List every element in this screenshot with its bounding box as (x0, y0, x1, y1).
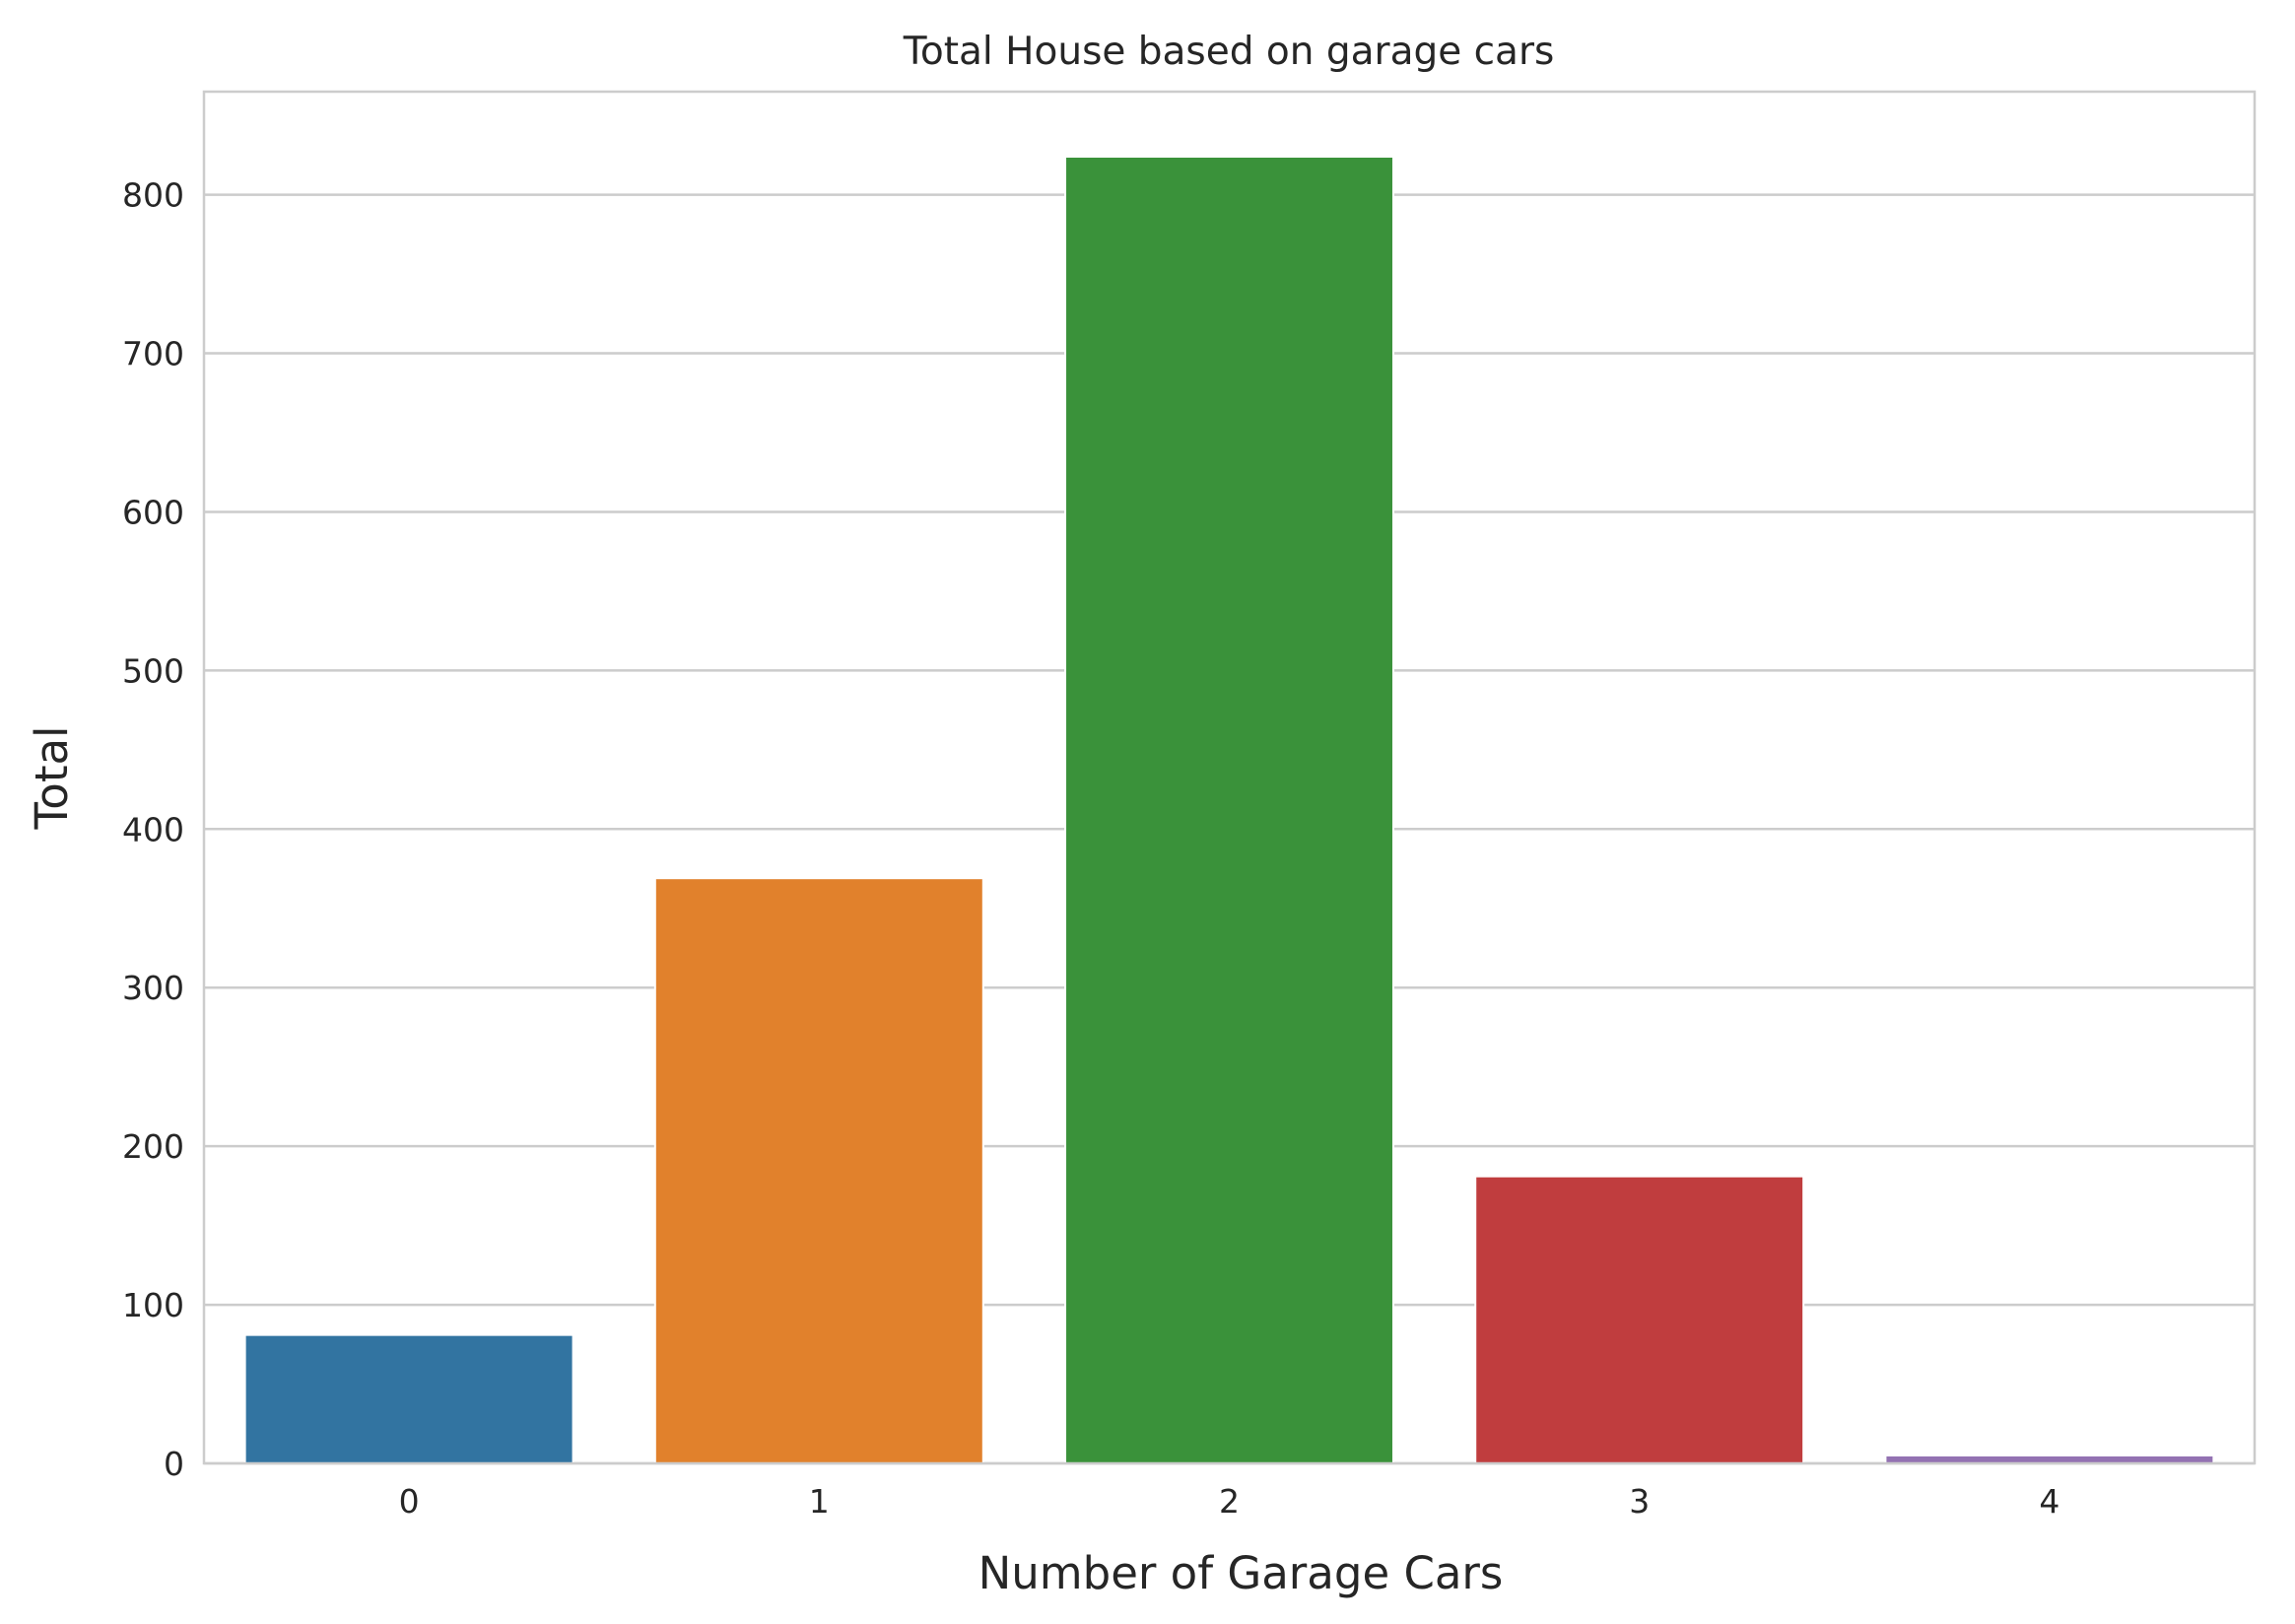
x-tick-labels: 0 1 2 3 4 (399, 1482, 2060, 1521)
y-tick-labels: 0 100 200 300 400 500 600 700 800 (122, 176, 184, 1483)
y-tick-label: 200 (122, 1127, 184, 1166)
x-tick-label: 0 (399, 1482, 420, 1521)
y-tick-label: 700 (122, 335, 184, 373)
y-tick-label: 300 (122, 969, 184, 1007)
x-tick-label: 3 (1629, 1482, 1650, 1521)
y-tick-label: 800 (122, 176, 184, 215)
bar-1 (653, 877, 984, 1464)
x-tick-label: 2 (1219, 1482, 1240, 1521)
x-axis-label: Number of Garage Cars (979, 1547, 1504, 1599)
x-tick-label: 4 (2039, 1482, 2059, 1521)
chart-title: Total House based on garage cars (903, 30, 1555, 74)
x-tick-label: 1 (809, 1482, 830, 1521)
y-axis-label: Total (26, 725, 78, 830)
y-tick-label: 100 (122, 1286, 184, 1324)
bar-2 (1064, 155, 1394, 1464)
y-tick-label: 500 (122, 651, 184, 690)
y-tick-label: 400 (122, 810, 184, 848)
y-tick-label: 600 (122, 493, 184, 531)
plot-frame (202, 90, 2257, 1465)
bars (243, 155, 2215, 1465)
y-tick-label: 0 (164, 1445, 184, 1483)
bar-3 (1474, 1175, 1805, 1464)
bar-0 (243, 1333, 574, 1465)
